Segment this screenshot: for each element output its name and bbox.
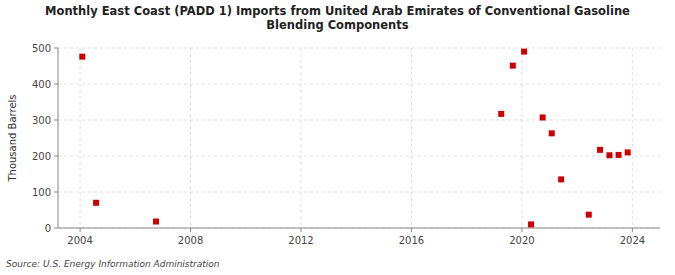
- point: [528, 221, 534, 227]
- tick-mark: [80, 228, 81, 232]
- grid-line: [58, 48, 660, 49]
- tick-mark: [54, 120, 58, 121]
- x-axis: [58, 228, 660, 229]
- grid-line: [58, 84, 660, 85]
- tick-label: 500: [32, 43, 51, 54]
- tick-label: 2012: [288, 235, 313, 246]
- y-axis-label: Thousand Barrels: [7, 94, 18, 182]
- grid-line: [301, 48, 302, 228]
- tick-label: 2024: [620, 235, 645, 246]
- tick-label: 2020: [509, 235, 534, 246]
- point: [586, 212, 592, 218]
- grid-line: [58, 228, 660, 229]
- grid-line: [411, 48, 412, 228]
- tick-mark: [54, 192, 58, 193]
- tick-mark: [632, 228, 633, 232]
- tick-mark: [54, 228, 58, 229]
- title: Monthly East Coast (PADD 1) Imports from…: [45, 4, 630, 18]
- point: [616, 152, 622, 158]
- grid-line: [58, 120, 660, 121]
- point: [597, 147, 603, 153]
- point: [625, 149, 631, 155]
- point: [498, 111, 504, 117]
- tick-mark: [190, 228, 191, 232]
- grid-line: [521, 48, 522, 228]
- y-axis: [58, 48, 59, 228]
- tick-label: 100: [32, 187, 51, 198]
- grid: [58, 48, 660, 228]
- title: Blending Components: [266, 18, 408, 32]
- point: [521, 49, 527, 55]
- points: [79, 49, 630, 228]
- tick-label: 2004: [67, 235, 92, 246]
- point: [510, 63, 516, 69]
- tick-mark: [411, 228, 412, 232]
- grid-line: [58, 192, 660, 193]
- tick-label: 0: [45, 223, 51, 234]
- grid-line: [190, 48, 191, 228]
- point: [606, 152, 612, 158]
- tick-label: 400: [32, 79, 51, 90]
- source: Source: U.S. Energy Information Administ…: [6, 259, 220, 269]
- grid-line: [58, 156, 660, 157]
- point: [558, 176, 564, 182]
- point: [93, 200, 99, 206]
- tick-label: 200: [32, 151, 51, 162]
- point: [153, 219, 159, 225]
- point: [79, 54, 85, 60]
- tick-label: 2016: [399, 235, 424, 246]
- tick-mark: [301, 228, 302, 232]
- point: [549, 130, 555, 136]
- tick-label: 300: [32, 115, 51, 126]
- point: [540, 114, 546, 120]
- tick-mark: [54, 48, 58, 49]
- tick-mark: [54, 84, 58, 85]
- tick-label: 2008: [178, 235, 203, 246]
- chart: Monthly East Coast (PADD 1) Imports from…: [0, 0, 675, 275]
- grid-line: [80, 48, 81, 228]
- grid-line: [632, 48, 633, 228]
- tick-mark: [521, 228, 522, 232]
- tick-mark: [54, 156, 58, 157]
